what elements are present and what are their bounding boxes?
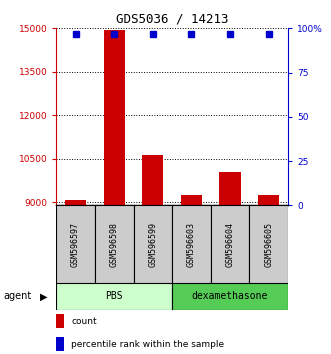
Bar — [219, 172, 241, 205]
Text: agent: agent — [3, 291, 31, 302]
Bar — [142, 155, 164, 205]
Text: percentile rank within the sample: percentile rank within the sample — [71, 340, 224, 349]
Bar — [211, 205, 249, 283]
Text: count: count — [71, 317, 97, 326]
Bar — [249, 205, 288, 283]
Title: GDS5036 / 14213: GDS5036 / 14213 — [116, 13, 228, 26]
Bar — [56, 337, 65, 351]
Text: GSM596603: GSM596603 — [187, 222, 196, 267]
Bar — [258, 195, 279, 205]
Text: dexamethasone: dexamethasone — [192, 291, 268, 302]
Text: GSM596604: GSM596604 — [225, 222, 235, 267]
Bar — [56, 283, 172, 310]
Text: GSM596599: GSM596599 — [148, 222, 157, 267]
Text: ▶: ▶ — [40, 291, 47, 302]
Bar — [181, 195, 202, 205]
Bar — [95, 205, 133, 283]
Bar — [172, 205, 211, 283]
Bar — [65, 200, 86, 205]
Bar — [56, 314, 65, 328]
Text: PBS: PBS — [105, 291, 123, 302]
Bar — [133, 205, 172, 283]
Bar — [172, 283, 288, 310]
Bar — [104, 30, 125, 205]
Text: GSM596597: GSM596597 — [71, 222, 80, 267]
Text: GSM596605: GSM596605 — [264, 222, 273, 267]
Bar — [56, 205, 95, 283]
Text: GSM596598: GSM596598 — [110, 222, 119, 267]
